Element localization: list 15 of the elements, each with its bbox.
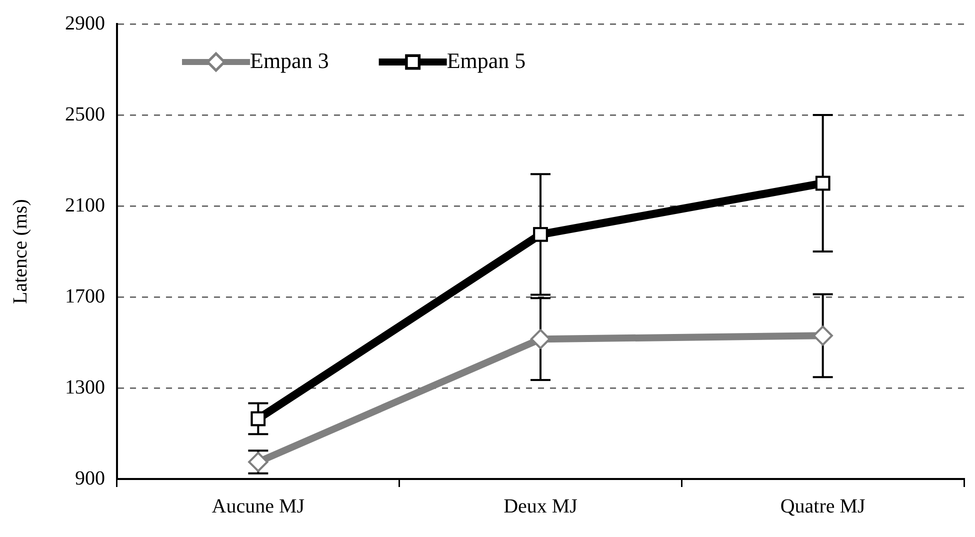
- y-tick-label: 1700: [65, 285, 105, 308]
- x-tick-label: Deux MJ: [504, 495, 578, 518]
- legend-label: Empan 3: [250, 48, 329, 73]
- y-tick-label: 2500: [65, 103, 105, 126]
- point: [533, 227, 548, 242]
- y-tick-label: 900: [75, 467, 105, 490]
- y-tick-label: 2900: [65, 12, 105, 34]
- y-tick-label: 1300: [65, 376, 105, 398]
- x-tick-label: Aucune MJ: [212, 495, 305, 518]
- x-tick-label: Quatre MJ: [780, 495, 866, 518]
- legend-label: Empan 5: [446, 48, 526, 73]
- point: [250, 411, 266, 426]
- y-axis-title: Latence (ms): [9, 199, 32, 304]
- y-tick-label: 2100: [65, 194, 105, 216]
- point: [815, 176, 830, 191]
